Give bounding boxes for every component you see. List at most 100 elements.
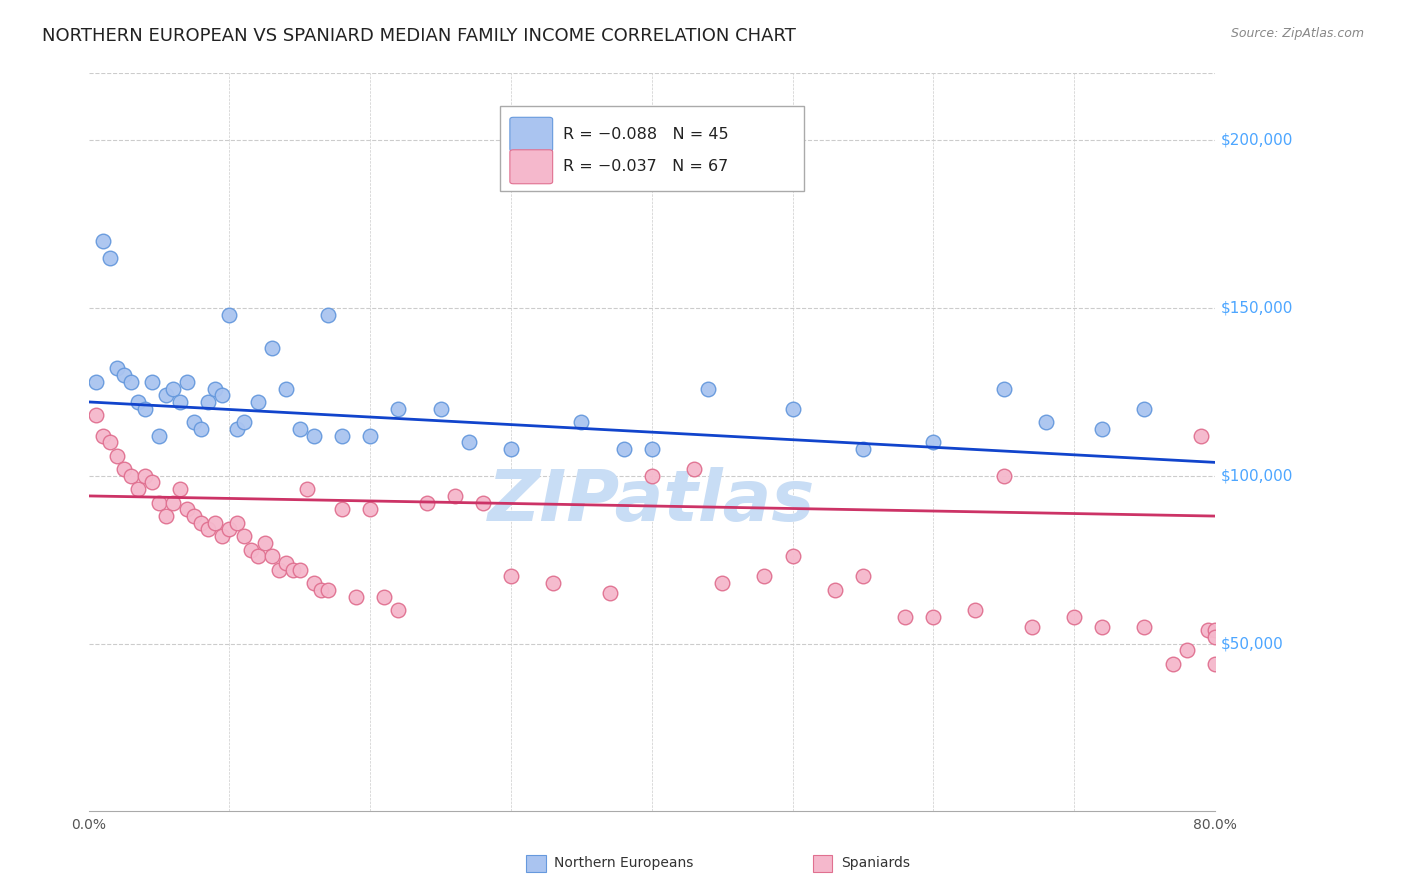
- Point: [782, 401, 804, 416]
- Text: R = −0.037   N = 67: R = −0.037 N = 67: [562, 160, 728, 174]
- Point: [148, 495, 170, 509]
- Point: [373, 590, 395, 604]
- Point: [754, 569, 776, 583]
- Point: [204, 516, 226, 530]
- Text: $200,000: $200,000: [1220, 133, 1292, 147]
- Point: [84, 409, 107, 423]
- Point: [155, 388, 177, 402]
- Point: [499, 569, 522, 583]
- Point: [134, 401, 156, 416]
- Text: ZIPatlas: ZIPatlas: [488, 467, 815, 536]
- Point: [824, 582, 846, 597]
- Point: [993, 382, 1015, 396]
- Point: [190, 516, 212, 530]
- Point: [197, 395, 219, 409]
- FancyBboxPatch shape: [510, 117, 553, 152]
- Point: [387, 401, 409, 416]
- Text: $50,000: $50,000: [1220, 636, 1284, 651]
- Point: [852, 569, 875, 583]
- Point: [457, 435, 479, 450]
- Point: [613, 442, 636, 456]
- Point: [232, 529, 254, 543]
- Point: [176, 375, 198, 389]
- Point: [316, 582, 339, 597]
- Point: [922, 609, 945, 624]
- Point: [98, 251, 121, 265]
- Point: [98, 435, 121, 450]
- Point: [1133, 620, 1156, 634]
- Point: [993, 468, 1015, 483]
- Point: [697, 382, 720, 396]
- Point: [211, 388, 233, 402]
- Point: [1204, 657, 1226, 671]
- Point: [1175, 643, 1198, 657]
- Point: [183, 509, 205, 524]
- Point: [541, 576, 564, 591]
- Point: [641, 468, 664, 483]
- Point: [359, 428, 381, 442]
- Point: [253, 536, 276, 550]
- Text: Northern Europeans: Northern Europeans: [554, 856, 693, 871]
- Point: [127, 395, 149, 409]
- Point: [281, 563, 304, 577]
- Point: [225, 516, 247, 530]
- Point: [239, 542, 262, 557]
- Point: [443, 489, 465, 503]
- Point: [1063, 609, 1085, 624]
- Point: [288, 422, 311, 436]
- Text: R = −0.088   N = 45: R = −0.088 N = 45: [562, 127, 728, 142]
- Point: [344, 590, 367, 604]
- Point: [316, 308, 339, 322]
- Point: [922, 435, 945, 450]
- Point: [162, 382, 184, 396]
- Point: [246, 395, 269, 409]
- Point: [782, 549, 804, 564]
- Point: [569, 415, 592, 429]
- Point: [274, 556, 297, 570]
- Point: [415, 495, 437, 509]
- FancyBboxPatch shape: [499, 106, 804, 191]
- Point: [218, 308, 240, 322]
- Point: [91, 428, 114, 442]
- Point: [965, 603, 987, 617]
- Point: [309, 582, 332, 597]
- Point: [330, 502, 353, 516]
- Point: [197, 523, 219, 537]
- Point: [218, 523, 240, 537]
- Point: [302, 428, 325, 442]
- Point: [387, 603, 409, 617]
- Point: [302, 576, 325, 591]
- Point: [267, 563, 290, 577]
- Point: [894, 609, 917, 624]
- Point: [1091, 620, 1114, 634]
- Point: [127, 482, 149, 496]
- Point: [162, 495, 184, 509]
- Point: [1189, 428, 1212, 442]
- Text: Source: ZipAtlas.com: Source: ZipAtlas.com: [1230, 27, 1364, 40]
- Point: [155, 509, 177, 524]
- Point: [1091, 422, 1114, 436]
- Point: [1021, 620, 1043, 634]
- Point: [260, 549, 283, 564]
- Point: [599, 586, 621, 600]
- Point: [183, 415, 205, 429]
- Point: [330, 428, 353, 442]
- Point: [91, 234, 114, 248]
- Text: NORTHERN EUROPEAN VS SPANIARD MEDIAN FAMILY INCOME CORRELATION CHART: NORTHERN EUROPEAN VS SPANIARD MEDIAN FAM…: [42, 27, 796, 45]
- Point: [148, 428, 170, 442]
- Point: [112, 368, 135, 382]
- Point: [1204, 630, 1226, 644]
- Point: [246, 549, 269, 564]
- Point: [112, 462, 135, 476]
- Point: [120, 468, 142, 483]
- FancyBboxPatch shape: [510, 150, 553, 184]
- Point: [852, 442, 875, 456]
- Point: [176, 502, 198, 516]
- Point: [105, 449, 128, 463]
- Text: $150,000: $150,000: [1220, 301, 1292, 316]
- Point: [225, 422, 247, 436]
- Point: [204, 382, 226, 396]
- Text: $100,000: $100,000: [1220, 468, 1292, 483]
- Point: [1133, 401, 1156, 416]
- Point: [84, 375, 107, 389]
